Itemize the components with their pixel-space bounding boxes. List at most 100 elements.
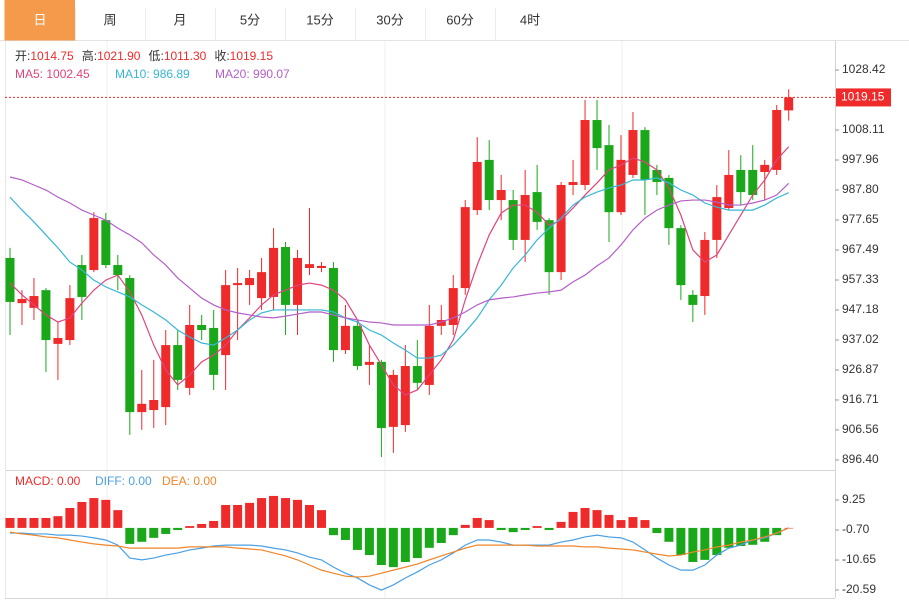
tab-label[interactable]: 月 — [173, 12, 186, 27]
tab[interactable] — [215, 0, 285, 40]
macd-bar — [436, 527, 446, 543]
candle-body — [664, 177, 674, 229]
candle-body — [316, 265, 326, 268]
y-tick-label: 896.40 — [842, 452, 879, 466]
macd-bar — [245, 502, 255, 528]
tab-label[interactable]: 15分 — [306, 12, 333, 27]
macd-bar — [233, 504, 243, 528]
candle-body — [376, 361, 386, 429]
candle-body — [760, 164, 770, 172]
candle-body — [197, 324, 207, 331]
tab-label[interactable]: 日 — [33, 12, 46, 27]
candle-body — [412, 366, 422, 383]
candle-body — [221, 285, 231, 356]
candle-body — [436, 319, 446, 326]
info-label: 收: — [214, 49, 229, 63]
candle-body — [125, 278, 135, 413]
candle-body — [784, 97, 794, 111]
candle-body — [305, 264, 314, 268]
macd-bar — [736, 527, 746, 547]
candle-body — [652, 169, 662, 183]
candle-body — [245, 278, 255, 286]
macd-bar — [17, 517, 27, 528]
tab-label[interactable]: 30分 — [376, 12, 403, 27]
candle-body — [101, 220, 111, 266]
candle-body — [772, 109, 782, 170]
candle-body — [161, 345, 171, 408]
y-tick-label: 1008.11 — [842, 122, 885, 136]
candle-body — [568, 182, 578, 185]
candle-body — [736, 169, 746, 193]
y-tick-label: 957.33 — [842, 272, 879, 286]
y-tick-label: 906.56 — [842, 422, 879, 436]
macd-bar — [125, 527, 135, 544]
candle-body — [352, 325, 362, 367]
macd-bar — [460, 524, 470, 528]
macd-bar — [688, 527, 698, 562]
macd-bar — [712, 527, 722, 556]
candle-body — [604, 145, 614, 213]
macd-bar — [772, 527, 782, 536]
tab[interactable] — [425, 0, 495, 40]
macd-bar — [628, 517, 638, 528]
indicator-line — [9, 176, 790, 326]
candle-body — [17, 298, 27, 304]
macd-bar — [41, 517, 51, 528]
y-tick-label: 937.02 — [842, 332, 879, 346]
candle-body — [257, 272, 267, 299]
candle-body — [496, 190, 506, 201]
macd-bar — [400, 527, 410, 562]
macd-bar — [532, 526, 542, 528]
legend-entry: MACD: 0.00 — [15, 474, 81, 488]
macd-bar — [544, 527, 554, 531]
y-tick-label: 926.87 — [842, 362, 879, 376]
tab[interactable] — [145, 0, 215, 40]
tab-label[interactable]: 4时 — [520, 12, 540, 27]
candle-body — [640, 130, 650, 180]
tab-label[interactable]: 5分 — [240, 12, 260, 27]
macd-bar — [592, 510, 602, 528]
macd-bar — [472, 517, 482, 528]
tab[interactable] — [285, 0, 355, 40]
y-tick-label: 947.18 — [842, 302, 879, 316]
macd-bar — [77, 501, 87, 528]
macd-bar — [5, 517, 15, 528]
macd-bar — [305, 504, 314, 528]
candle-body — [508, 200, 518, 240]
candle-body — [424, 325, 434, 385]
candle-body — [448, 288, 458, 325]
candle-body — [65, 298, 75, 341]
candle-body — [328, 267, 338, 351]
y-tick-label: -0.70 — [842, 522, 870, 536]
macd-bar — [520, 527, 530, 531]
candle-body — [77, 265, 87, 297]
macd-bar — [101, 499, 111, 528]
candle-body — [676, 228, 686, 286]
tab[interactable] — [355, 0, 425, 40]
tab[interactable] — [495, 0, 565, 40]
macd-bar — [161, 527, 171, 534]
tab[interactable] — [4, 0, 76, 41]
legend-entry: MA10: 986.89 — [115, 67, 190, 81]
tab[interactable] — [75, 0, 145, 40]
candle-body — [472, 161, 482, 211]
info-label: 开: — [15, 49, 30, 63]
legend-entry: DEA: 0.00 — [162, 474, 217, 488]
tab-label[interactable]: 周 — [103, 12, 116, 27]
candle-body — [281, 247, 291, 305]
macd-bar — [269, 495, 279, 528]
y-tick-label: 916.71 — [842, 392, 879, 406]
y-tick-label: 1028.42 — [842, 62, 886, 76]
candle-body — [580, 120, 590, 185]
tab-label[interactable]: 60分 — [446, 12, 473, 27]
candle-body — [724, 174, 734, 209]
candle-body — [700, 239, 710, 297]
candle-body — [592, 120, 602, 149]
macd-bar — [137, 527, 147, 542]
legend-entry: DIFF: 0.00 — [95, 474, 152, 488]
candle-body — [628, 130, 638, 175]
candle-body — [137, 403, 147, 413]
legend-entry: MA5: 1002.45 — [15, 67, 90, 81]
y-tick-label: -20.59 — [842, 582, 876, 596]
